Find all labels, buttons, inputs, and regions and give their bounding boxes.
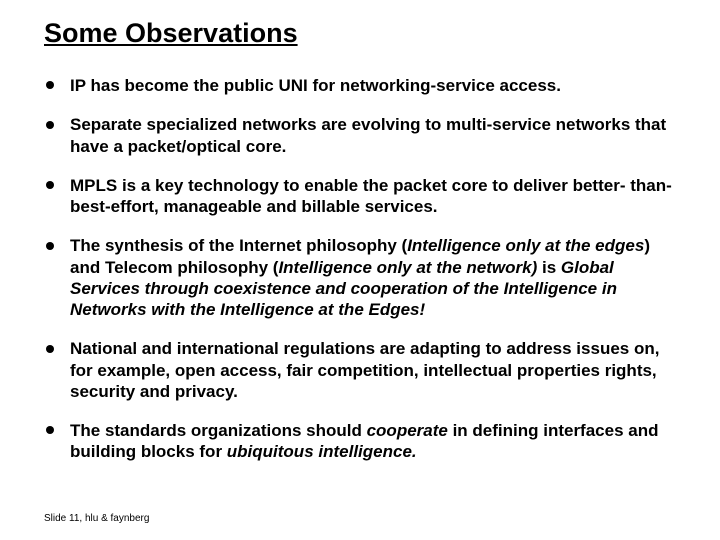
slide: Some Observations IP has become the publ… — [0, 0, 720, 540]
slide-title: Some Observations — [44, 18, 676, 49]
bullet-item: National and international regulations a… — [44, 338, 676, 402]
bullet-item: The standards organizations should coope… — [44, 420, 676, 463]
bullet-item: IP has become the public UNI for network… — [44, 75, 676, 96]
slide-footer: Slide 11, hlu & faynberg — [44, 513, 149, 524]
bullet-item: MPLS is a key technology to enable the p… — [44, 175, 676, 218]
bullet-item: Separate specialized networks are evolvi… — [44, 114, 676, 157]
bullet-item: The synthesis of the Internet philosophy… — [44, 235, 676, 320]
bullet-list: IP has become the public UNI for network… — [44, 75, 676, 463]
